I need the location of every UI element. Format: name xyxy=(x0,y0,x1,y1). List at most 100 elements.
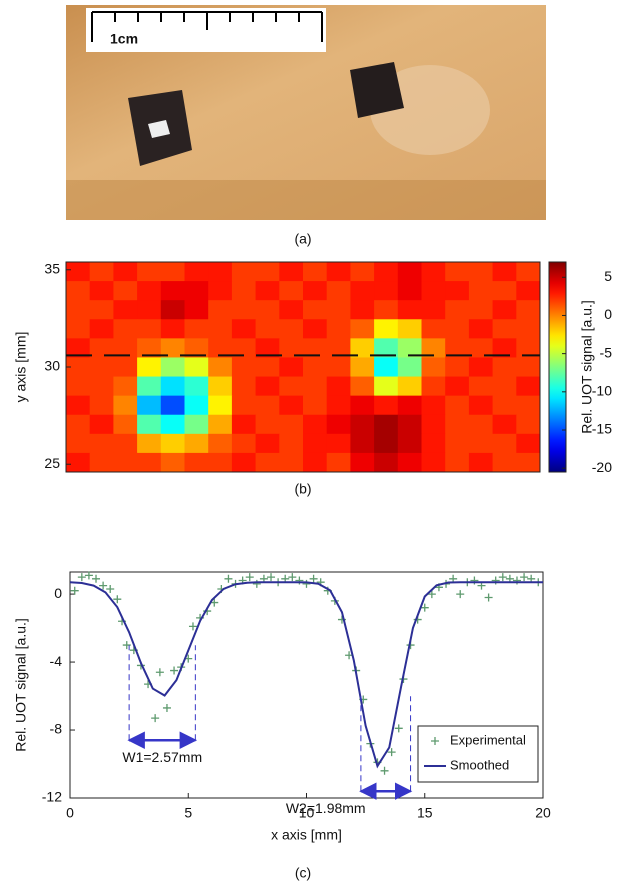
heat-cell xyxy=(160,395,185,416)
heat-cell xyxy=(303,300,328,320)
data-point xyxy=(252,579,261,588)
heat-cell xyxy=(303,281,328,301)
heat-cell xyxy=(66,452,91,473)
heat-cell xyxy=(160,338,185,358)
heat-cell xyxy=(137,300,162,320)
heat-cell xyxy=(279,338,304,358)
heat-cell xyxy=(255,300,280,320)
heat-cell xyxy=(397,262,422,282)
heat-cell xyxy=(445,414,470,435)
heat-cell xyxy=(231,414,257,435)
heat-cell xyxy=(89,433,114,454)
heat-cell xyxy=(66,300,91,320)
heat-cell xyxy=(326,338,351,358)
heat-cell xyxy=(374,414,399,435)
heat-cell xyxy=(66,281,91,301)
heat-cell xyxy=(350,281,375,301)
data-point xyxy=(427,590,436,599)
heat-cell xyxy=(279,395,304,416)
data-point xyxy=(77,573,86,582)
heat-cell xyxy=(279,281,304,301)
heat-cell xyxy=(279,300,304,320)
heat-cell xyxy=(516,357,541,378)
heat-cell xyxy=(492,319,517,339)
heat-cell xyxy=(208,433,233,454)
caption: (b) xyxy=(294,481,311,497)
heat-cell xyxy=(397,357,422,378)
heat-cell xyxy=(66,376,91,397)
heat-cell xyxy=(255,376,280,397)
heat-cell xyxy=(397,281,422,301)
heat-cell xyxy=(445,262,470,282)
heat-cell xyxy=(468,395,494,416)
heat-cell xyxy=(468,281,494,301)
heat-cell xyxy=(492,281,517,301)
heat-cell xyxy=(89,376,114,397)
smoothed-line xyxy=(69,581,543,769)
data-point xyxy=(122,641,131,650)
heat-cell xyxy=(279,319,304,339)
heat-cell xyxy=(184,357,209,378)
heat-cell xyxy=(231,262,257,282)
heat-cell xyxy=(350,395,375,416)
heat-cell xyxy=(468,357,494,378)
heat-cell xyxy=(208,319,233,339)
heat-cell xyxy=(516,281,541,301)
heat-cell xyxy=(66,414,91,435)
heat-cell xyxy=(421,300,446,320)
heat-cell xyxy=(184,338,209,358)
heat-cell xyxy=(445,433,470,454)
heat-cell xyxy=(208,395,233,416)
heat-cell xyxy=(374,395,399,416)
y-axis-label: y axis [mm] xyxy=(13,332,29,403)
y-tick-label: 25 xyxy=(44,455,60,471)
data-point xyxy=(113,595,122,604)
heat-cell xyxy=(184,395,209,416)
heat-cell xyxy=(303,338,328,358)
heat-cell xyxy=(303,452,328,473)
heat-cell xyxy=(492,357,517,378)
heat-cell xyxy=(231,319,257,339)
heat-cell xyxy=(113,319,138,339)
heat-cell xyxy=(421,319,446,339)
heat-cell xyxy=(374,433,399,454)
legend-box xyxy=(417,725,539,783)
heat-cell xyxy=(326,395,351,416)
heat-cell xyxy=(279,357,304,378)
scale-label: 1cm xyxy=(110,31,138,47)
heat-cell xyxy=(516,395,541,416)
heat-cell xyxy=(445,300,470,320)
heat-cell xyxy=(421,357,446,378)
photo-detail xyxy=(66,180,546,220)
heat-cell xyxy=(255,452,280,473)
data-point xyxy=(224,574,233,583)
heat-cell xyxy=(184,262,209,282)
heat-cell xyxy=(468,433,494,454)
heat-cell xyxy=(208,338,233,358)
heat-cell xyxy=(160,376,185,397)
heat-cell xyxy=(231,338,257,358)
data-point xyxy=(70,586,79,595)
heat-cell xyxy=(160,414,185,435)
heat-cell xyxy=(516,262,541,282)
heat-cell xyxy=(468,319,494,339)
heat-cell xyxy=(137,357,162,378)
heat-cell xyxy=(113,262,138,282)
heat-cell xyxy=(137,395,162,416)
heat-cell xyxy=(445,338,470,358)
heat-cell xyxy=(231,433,257,454)
heat-cell xyxy=(184,414,209,435)
heat-cell xyxy=(66,262,91,282)
colorbar-tick-label: 0 xyxy=(604,306,612,322)
y-tick-label: 0 xyxy=(54,585,62,601)
heat-cell xyxy=(137,452,162,473)
heat-cell xyxy=(350,452,375,473)
heat-cell xyxy=(184,452,209,473)
heat-cell xyxy=(421,281,446,301)
heat-cell xyxy=(397,338,422,358)
heat-cell xyxy=(468,414,494,435)
heat-cell xyxy=(303,433,328,454)
x-tick-label: 15 xyxy=(417,805,433,821)
heat-cell xyxy=(421,395,446,416)
heat-cell xyxy=(303,376,328,397)
